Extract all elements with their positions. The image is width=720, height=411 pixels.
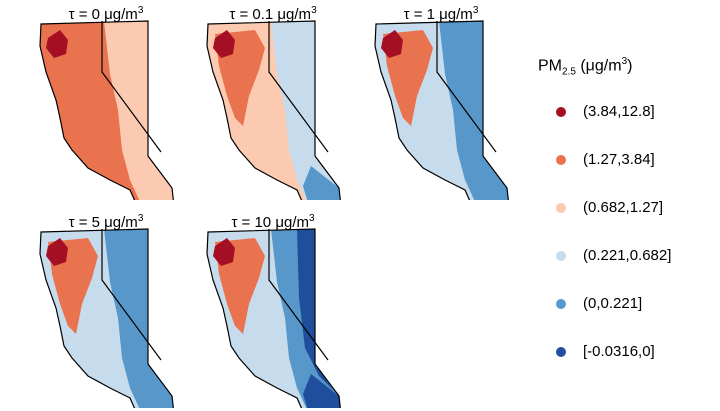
legend-label: (0.682,1.27] bbox=[583, 199, 664, 216]
legend-item: [-0.0316,0] bbox=[538, 342, 718, 362]
tau-label: τ = 10 bbox=[231, 214, 272, 231]
tau-label: τ = 1 bbox=[403, 6, 435, 23]
map-panel: τ = 5 μg/m3 bbox=[26, 208, 186, 408]
southeast-region bbox=[136, 166, 174, 200]
hotspot-region bbox=[381, 30, 403, 58]
southeast-region bbox=[303, 374, 341, 408]
panel-title: τ = 1 μg/m3 bbox=[361, 0, 521, 26]
unit-label: μg/m bbox=[104, 214, 138, 231]
southeast-region bbox=[303, 166, 341, 200]
legend-dot bbox=[556, 299, 566, 309]
pm25-map bbox=[39, 20, 174, 200]
southeast-region bbox=[471, 166, 509, 200]
state-outline bbox=[39, 20, 174, 200]
tau-label: τ = 0.1 bbox=[229, 6, 274, 23]
map-panel: τ = 10 μg/m3 bbox=[193, 208, 353, 408]
concentration-fill bbox=[207, 21, 341, 200]
legend-item: (0,0.221] bbox=[538, 294, 718, 314]
unit-exponent: 3 bbox=[308, 213, 315, 224]
map-panel: τ = 0.1 μg/m3 bbox=[193, 0, 353, 200]
panel-title: τ = 0 μg/m3 bbox=[26, 0, 186, 26]
legend-dot bbox=[556, 203, 566, 213]
pm25-map bbox=[374, 20, 509, 200]
map-panel: τ = 0 μg/m3 bbox=[26, 0, 186, 200]
unit-exponent: 3 bbox=[137, 5, 144, 16]
state-border bbox=[436, 21, 497, 153]
legend-item: (1.27,3.84] bbox=[538, 150, 718, 170]
unit-label: μg/m bbox=[275, 214, 309, 231]
concentration-fill bbox=[207, 229, 341, 408]
tau-label: τ = 5 bbox=[68, 214, 100, 231]
state-border bbox=[268, 21, 329, 153]
unit-exponent: 3 bbox=[137, 213, 144, 224]
legend-item: (3.84,12.8] bbox=[538, 102, 718, 122]
map-panel: τ = 1 μg/m3 bbox=[361, 0, 521, 200]
legend-dot bbox=[556, 347, 566, 357]
state-border bbox=[101, 229, 162, 361]
hotspot-region bbox=[46, 30, 68, 58]
state-outline bbox=[39, 228, 174, 408]
hotspot-region bbox=[46, 238, 68, 266]
legend-label: (3.84,12.8] bbox=[583, 103, 655, 120]
pm25-map bbox=[206, 20, 341, 200]
unit-exponent: 3 bbox=[311, 5, 317, 16]
legend-dot bbox=[556, 155, 566, 165]
legend-title: PM2.5 (μg/m3) bbox=[538, 56, 632, 78]
legend-label: (1.27,3.84] bbox=[583, 151, 655, 168]
panel-title: τ = 10 μg/m3 bbox=[193, 208, 353, 234]
legend-title-unit: (μg/m bbox=[575, 57, 622, 75]
legend-dot bbox=[556, 107, 566, 117]
legend-item: (0.221,0.682] bbox=[538, 246, 718, 266]
pm25-map bbox=[206, 228, 341, 408]
unit-label: μg/m bbox=[277, 6, 312, 23]
hotspot-region bbox=[213, 30, 235, 58]
state-outline bbox=[374, 20, 509, 200]
legend-label: (0,0.221] bbox=[583, 295, 643, 312]
legend: PM2.5 (μg/m3) (3.84,12.8] (1.27,3.84] (0… bbox=[538, 56, 718, 376]
tau-label: τ = 0 bbox=[68, 6, 100, 23]
unit-exponent: 3 bbox=[472, 5, 479, 16]
state-border bbox=[101, 21, 162, 153]
state-border bbox=[268, 229, 329, 361]
legend-title-main: PM bbox=[538, 57, 562, 75]
legend-title-subscript: 2.5 bbox=[562, 66, 576, 78]
panel-title: τ = 0.1 μg/m3 bbox=[193, 0, 353, 26]
legend-dot bbox=[556, 251, 566, 261]
pm25-map bbox=[39, 228, 174, 408]
unit-label: μg/m bbox=[104, 6, 138, 23]
concentration-fill bbox=[40, 21, 174, 200]
state-outline bbox=[206, 20, 341, 200]
legend-title-close: ) bbox=[627, 57, 633, 75]
state-outline bbox=[206, 228, 341, 408]
hotspot-region bbox=[213, 238, 235, 266]
legend-title-exponent: 3 bbox=[621, 56, 628, 67]
legend-label: (0.221,0.682] bbox=[583, 247, 672, 264]
legend-label: [-0.0316,0] bbox=[583, 343, 655, 360]
concentration-fill bbox=[375, 21, 509, 200]
unit-label: μg/m bbox=[439, 6, 473, 23]
concentration-fill bbox=[40, 229, 174, 408]
legend-item: (0.682,1.27] bbox=[538, 198, 718, 218]
southeast-region bbox=[136, 374, 174, 408]
panel-title: τ = 5 μg/m3 bbox=[26, 208, 186, 234]
